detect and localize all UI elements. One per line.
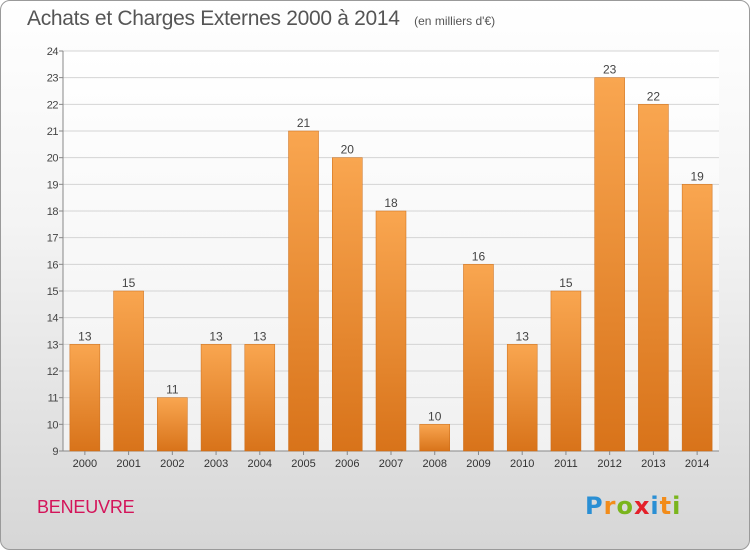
- bar: [288, 130, 319, 452]
- x-tick-label: 2011: [554, 458, 578, 470]
- x-tick-label: 2007: [379, 458, 403, 470]
- bar: [157, 397, 188, 452]
- x-tick-label: 2006: [335, 458, 359, 470]
- bar-value-label: 10: [428, 409, 442, 423]
- y-tick-label: 24: [47, 46, 59, 58]
- bar-value-label: 19: [690, 169, 704, 183]
- y-tick-label: 15: [47, 286, 59, 298]
- x-tick-label: 2002: [160, 458, 184, 470]
- bar: [332, 157, 363, 452]
- x-tick-label: 2014: [685, 458, 709, 470]
- x-tick-label: 2013: [641, 458, 665, 470]
- bar-value-label: 21: [297, 116, 311, 130]
- x-tick-label: 2004: [248, 458, 272, 470]
- bar: [200, 344, 232, 452]
- y-tick-label: 14: [47, 313, 59, 325]
- x-tick-label: 2012: [597, 458, 621, 470]
- bar: [463, 264, 494, 452]
- bar: [113, 290, 144, 452]
- bar: [506, 344, 538, 452]
- logo-letter: x: [633, 492, 651, 520]
- bar-value-label: 20: [341, 143, 355, 157]
- x-tick-label: 2008: [422, 458, 446, 470]
- y-tick-label: 11: [48, 393, 59, 405]
- logo-letter: i: [672, 492, 682, 520]
- logo-letter: P: [585, 492, 604, 520]
- logo-letter: i: [650, 492, 660, 520]
- bar-value-label: 15: [122, 276, 136, 290]
- bar: [244, 344, 276, 452]
- bar: [419, 424, 450, 452]
- chart-subtitle: (en milliers d'€): [414, 14, 496, 28]
- y-tick-label: 17: [47, 233, 59, 245]
- y-tick-label: 20: [47, 153, 59, 165]
- title-row: Achats et Charges Externes 2000 à 2014 (…: [27, 7, 495, 31]
- x-tick-label: 2000: [73, 458, 97, 470]
- y-tick-label: 9: [52, 446, 58, 458]
- bar: [375, 210, 407, 452]
- bar-value-label: 15: [559, 276, 573, 290]
- y-tick-label: 12: [47, 366, 59, 378]
- y-tick-label: 19: [47, 179, 59, 191]
- bar-value-label: 16: [472, 249, 486, 263]
- x-tick-label: 2005: [291, 458, 315, 470]
- bar-value-label: 18: [384, 196, 398, 210]
- y-tick-label: 10: [47, 419, 59, 431]
- proxiti-logo[interactable]: Proxiti: [585, 492, 681, 520]
- bar: [69, 344, 101, 452]
- x-tick-label: 2009: [466, 458, 490, 470]
- logo-letter: t: [659, 492, 673, 520]
- commune-name: BENEUVRE: [37, 497, 135, 517]
- bar: [681, 184, 713, 452]
- bar-value-label: 13: [253, 329, 267, 343]
- logo-letter: o: [616, 492, 634, 520]
- y-tick-label: 18: [47, 206, 59, 218]
- x-tick-label: 2010: [510, 458, 534, 470]
- bar-value-label: 13: [78, 329, 92, 343]
- y-tick-label: 13: [47, 339, 59, 351]
- logo-letter: r: [603, 492, 617, 520]
- y-tick-label: 16: [47, 259, 59, 271]
- bar-value-label: 13: [516, 329, 530, 343]
- y-tick-label: 21: [47, 126, 59, 138]
- bar-value-label: 22: [647, 89, 661, 103]
- bar-value-label: 23: [603, 63, 617, 77]
- x-tick-label: 2003: [204, 458, 228, 470]
- bar-value-label: 11: [166, 383, 179, 397]
- bar: [594, 77, 625, 452]
- bar: [550, 290, 582, 452]
- bar: [638, 104, 669, 452]
- y-tick-label: 22: [47, 99, 59, 111]
- bar-value-label: 13: [209, 329, 223, 343]
- y-tick-label: 23: [47, 73, 59, 85]
- chart-title: Achats et Charges Externes 2000 à 2014: [27, 7, 400, 30]
- x-tick-label: 2001: [116, 458, 140, 470]
